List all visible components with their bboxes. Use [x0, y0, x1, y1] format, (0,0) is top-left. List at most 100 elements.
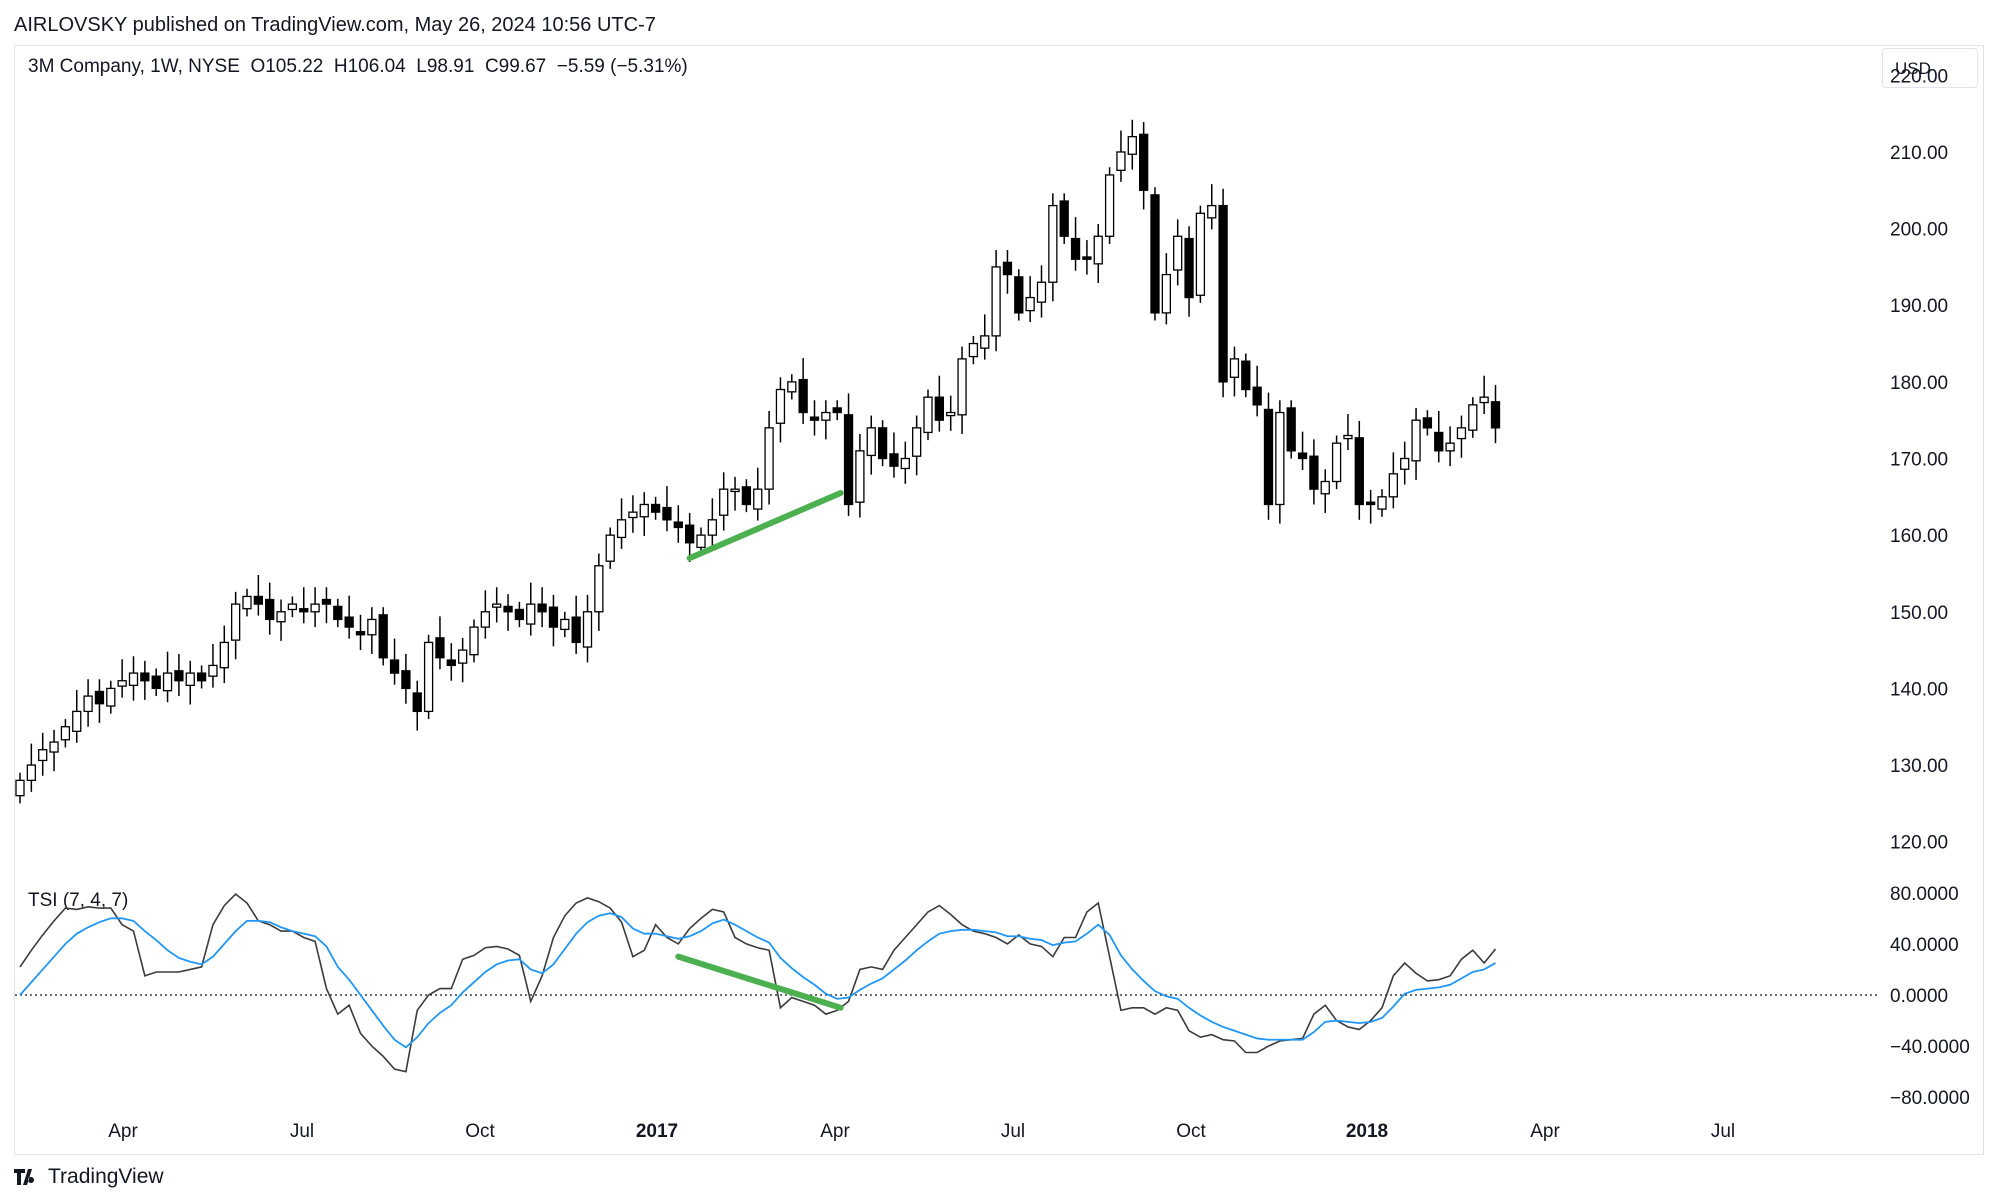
candle-up	[639, 503, 649, 518]
price-axis-tick: 170.00	[1890, 450, 1948, 471]
candle-up	[1195, 212, 1206, 296]
candle-up	[594, 565, 604, 613]
candle-down	[265, 598, 275, 621]
candle-up	[900, 457, 910, 470]
candle-up	[1275, 411, 1285, 506]
publisher-line: AIRLOVSKY published on TradingView.com, …	[14, 14, 656, 36]
candle-up	[1025, 296, 1035, 312]
candle-up	[60, 726, 71, 741]
candle-down	[1241, 360, 1251, 391]
candle-down	[1434, 431, 1444, 452]
tradingview-footer[interactable]: TradingView	[14, 1165, 164, 1189]
candle-up	[38, 749, 48, 762]
candle-down	[798, 378, 808, 414]
candle-up	[1229, 358, 1240, 378]
candle-up	[276, 611, 286, 623]
time-axis-label: Apr	[1530, 1121, 1560, 1142]
tsi-indicator-label[interactable]: TSI (7, 4, 7)	[28, 890, 129, 911]
candle-down	[94, 690, 105, 705]
candle-up	[310, 603, 320, 613]
candle-up	[480, 611, 491, 628]
candle-down	[196, 672, 207, 682]
candle-up	[106, 687, 116, 707]
candle-down	[299, 608, 309, 613]
candle-up	[1411, 419, 1421, 462]
candle-down	[1366, 501, 1376, 506]
tsi-axis-tick: 80.0000	[1890, 884, 1959, 905]
candle-down	[1354, 437, 1364, 506]
candle-down	[934, 396, 944, 421]
candle-up	[1456, 427, 1467, 440]
candle-down	[446, 659, 456, 667]
candle-down	[174, 670, 184, 682]
candle-down	[435, 637, 445, 659]
candle-up	[946, 411, 956, 417]
candle-up	[287, 603, 298, 611]
candle-up	[242, 595, 252, 610]
candle-up	[1036, 281, 1047, 303]
candle-down	[537, 603, 547, 613]
candle-down	[1297, 452, 1308, 460]
candle-down	[662, 506, 672, 521]
candle-up	[753, 488, 763, 510]
candle-down	[877, 427, 888, 460]
candle-down	[1014, 276, 1024, 314]
candle-up	[117, 680, 127, 687]
candle-up	[582, 611, 593, 648]
candle-up	[1116, 151, 1126, 172]
currency-selector[interactable]: USD	[1882, 48, 1978, 88]
candle-up	[1048, 204, 1058, 283]
candle-up	[15, 779, 25, 797]
candle-down	[389, 659, 400, 674]
candle-down	[355, 631, 366, 636]
chart-frame	[14, 45, 1984, 1155]
candle-down	[253, 595, 264, 605]
candle-down	[741, 486, 752, 506]
candle-up	[1127, 135, 1137, 155]
tradingview-logo-icon	[14, 1169, 35, 1185]
candle-down	[412, 692, 422, 713]
candle-down	[140, 672, 150, 682]
tsi-axis-tick: −40.0000	[1890, 1037, 1970, 1058]
candle-down	[843, 414, 854, 506]
candle-up	[1388, 473, 1398, 498]
price-axis-tick: 150.00	[1890, 603, 1948, 624]
candle-up	[367, 618, 377, 636]
candle-up	[219, 641, 229, 669]
candle-up	[1468, 404, 1478, 431]
candle-up	[423, 641, 434, 713]
tsi-axis-tick: 0.0000	[1890, 986, 1948, 1007]
candle-up	[1093, 235, 1103, 265]
candle-up	[128, 672, 139, 686]
candle-up	[957, 358, 967, 416]
candle-up	[1343, 434, 1353, 440]
price-axis-tick: 200.00	[1890, 220, 1948, 241]
candle-down	[1059, 200, 1069, 237]
candle-up	[628, 511, 638, 519]
candle-up	[83, 695, 93, 713]
tsi-line	[19, 892, 1497, 1073]
candle-up	[764, 427, 774, 490]
candle-up	[1104, 174, 1115, 237]
candle-up	[526, 603, 536, 625]
candle-up	[821, 411, 831, 421]
candle-down	[685, 524, 695, 544]
candle-up	[208, 664, 218, 677]
candle-down	[321, 598, 332, 605]
time-axis-label: 2017	[636, 1121, 678, 1142]
candle-down	[571, 616, 581, 644]
candle-up	[991, 266, 1001, 337]
candle-up	[1479, 396, 1489, 404]
candle-down	[548, 606, 559, 628]
price-axis-tick: 210.00	[1890, 143, 1948, 164]
time-axis-label: Jul	[1711, 1121, 1735, 1142]
tsi-axis-tick: 40.0000	[1890, 935, 1959, 956]
price-axis-tick: 180.00	[1890, 373, 1948, 394]
candle-up	[1331, 442, 1342, 483]
candle-up	[1173, 235, 1183, 271]
candle-down	[1184, 237, 1194, 299]
candle-up	[866, 427, 876, 457]
candle-down	[1252, 386, 1262, 406]
candle-up	[1445, 442, 1455, 452]
